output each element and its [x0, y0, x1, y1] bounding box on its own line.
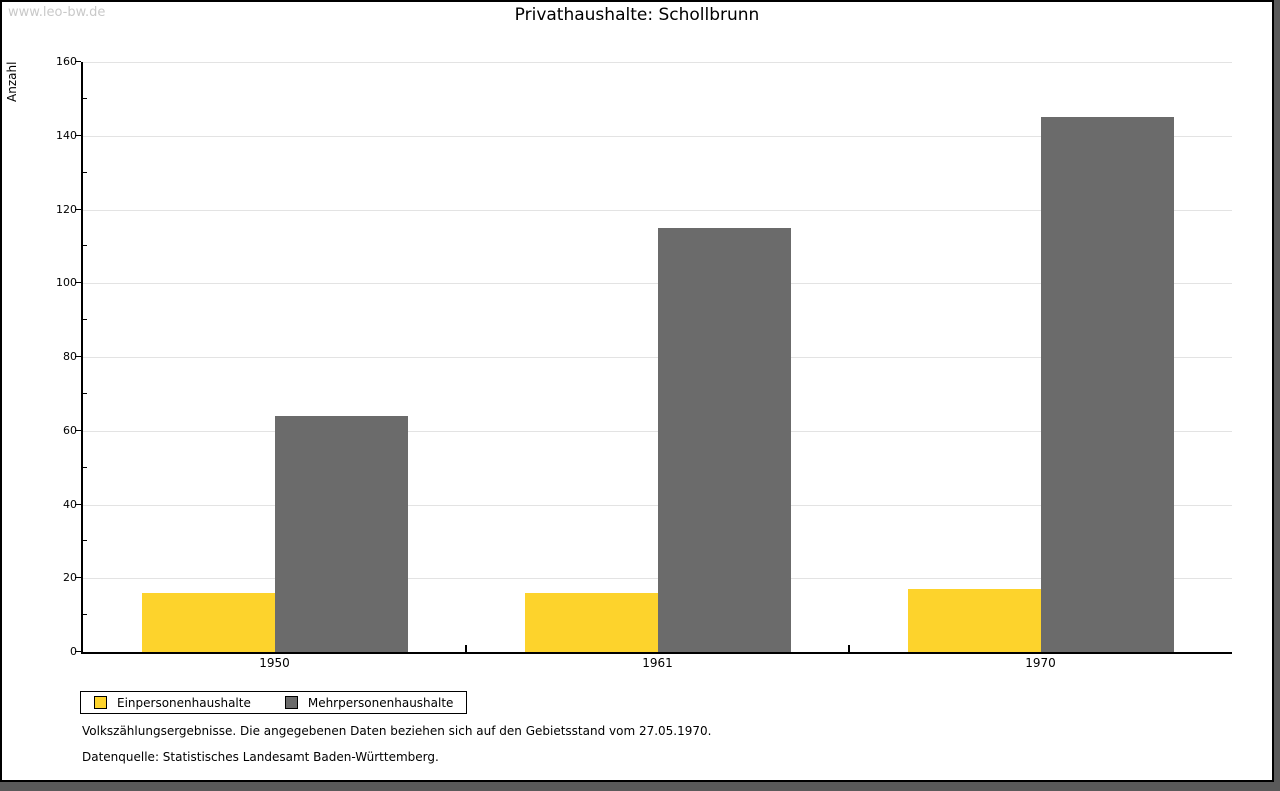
bar-mehrpersonenhaushalte-1970	[1040, 117, 1174, 652]
y-tick-label-120: 120	[56, 202, 77, 216]
y-tick-minor-110	[83, 245, 87, 247]
gridline-y-120	[83, 209, 1232, 211]
y-tick-label-0: 0	[70, 645, 77, 658]
y-tick-major-60	[75, 429, 81, 431]
y-tick-major-20	[75, 577, 81, 579]
legend-swatch-einpersonenhaushalte	[94, 696, 107, 709]
x-tick-label-1961: 1961	[642, 656, 673, 670]
y-tick-minor-130	[83, 171, 87, 173]
bar-mehrpersonenhaushalte-1950	[274, 416, 408, 652]
y-tick-major-120	[75, 208, 81, 210]
y-tick-label-60: 60	[63, 423, 77, 437]
bar-einpersonenhaushalte-1961	[524, 593, 658, 652]
legend-item-mehrpersonenhaushalte: Mehrpersonenhaushalte	[284, 695, 454, 710]
y-tick-major-0	[75, 651, 81, 652]
y-tick-minor-90	[83, 319, 87, 321]
legend-label-einpersonenhaushalte: Einpersonenhaushalte	[117, 695, 251, 710]
y-tick-label-80: 80	[63, 350, 77, 363]
y-tick-minor-50	[83, 466, 87, 468]
bar-einpersonenhaushalte-1950	[141, 593, 275, 652]
legend: Einpersonenhaushalte Mehrpersonenhaushalt…	[80, 691, 468, 714]
y-tick-label-160: 160	[56, 55, 77, 68]
y-tick-major-100	[75, 282, 81, 284]
bar-einpersonenhaushalte-1970	[907, 589, 1041, 652]
x-axis-boundary-tick-2	[848, 645, 850, 652]
y-tick-major-140	[75, 134, 81, 136]
y-tick-label-40: 40	[63, 497, 77, 511]
y-tick-major-160	[75, 61, 81, 62]
legend-label-mehrpersonenhaushalte: Mehrpersonenhaushalte	[307, 695, 454, 710]
y-tick-minor-30	[83, 540, 87, 542]
y-tick-major-80	[75, 356, 81, 357]
x-tick-label-1970: 1970	[1025, 656, 1056, 670]
y-tick-major-40	[75, 503, 81, 505]
footnote-source-note: Volkszählungsergebnisse. Die angegebenen…	[82, 724, 712, 738]
y-tick-label-20: 20	[63, 571, 77, 585]
legend-swatch-mehrpersonenhaushalte	[284, 696, 298, 709]
x-tick-label-1950: 1950	[259, 656, 290, 670]
gridline-y-140	[83, 135, 1232, 137]
page-title: Privathaushalte: Schollbrunn	[514, 5, 760, 25]
legend-item-einpersonenhaushalte: Einpersonenhaushalte	[94, 696, 251, 710]
gridline-y-160	[83, 62, 1232, 63]
watermark: www.leo-bw.de	[8, 5, 106, 20]
y-tick-minor-10	[83, 614, 87, 616]
footnote-data-source: Datenquelle: Statistisches Landesamt Bad…	[82, 750, 439, 764]
plot-area	[81, 62, 1232, 654]
x-axis-boundary-tick-1	[465, 645, 467, 652]
y-tick-label-100: 100	[56, 276, 77, 290]
y-tick-minor-70	[83, 392, 87, 394]
y-tick-minor-150	[83, 97, 87, 99]
bar-mehrpersonenhaushalte-1961	[657, 227, 791, 652]
y-tick-label-140: 140	[56, 128, 77, 142]
y-axis-title: Anzahl	[5, 61, 19, 102]
